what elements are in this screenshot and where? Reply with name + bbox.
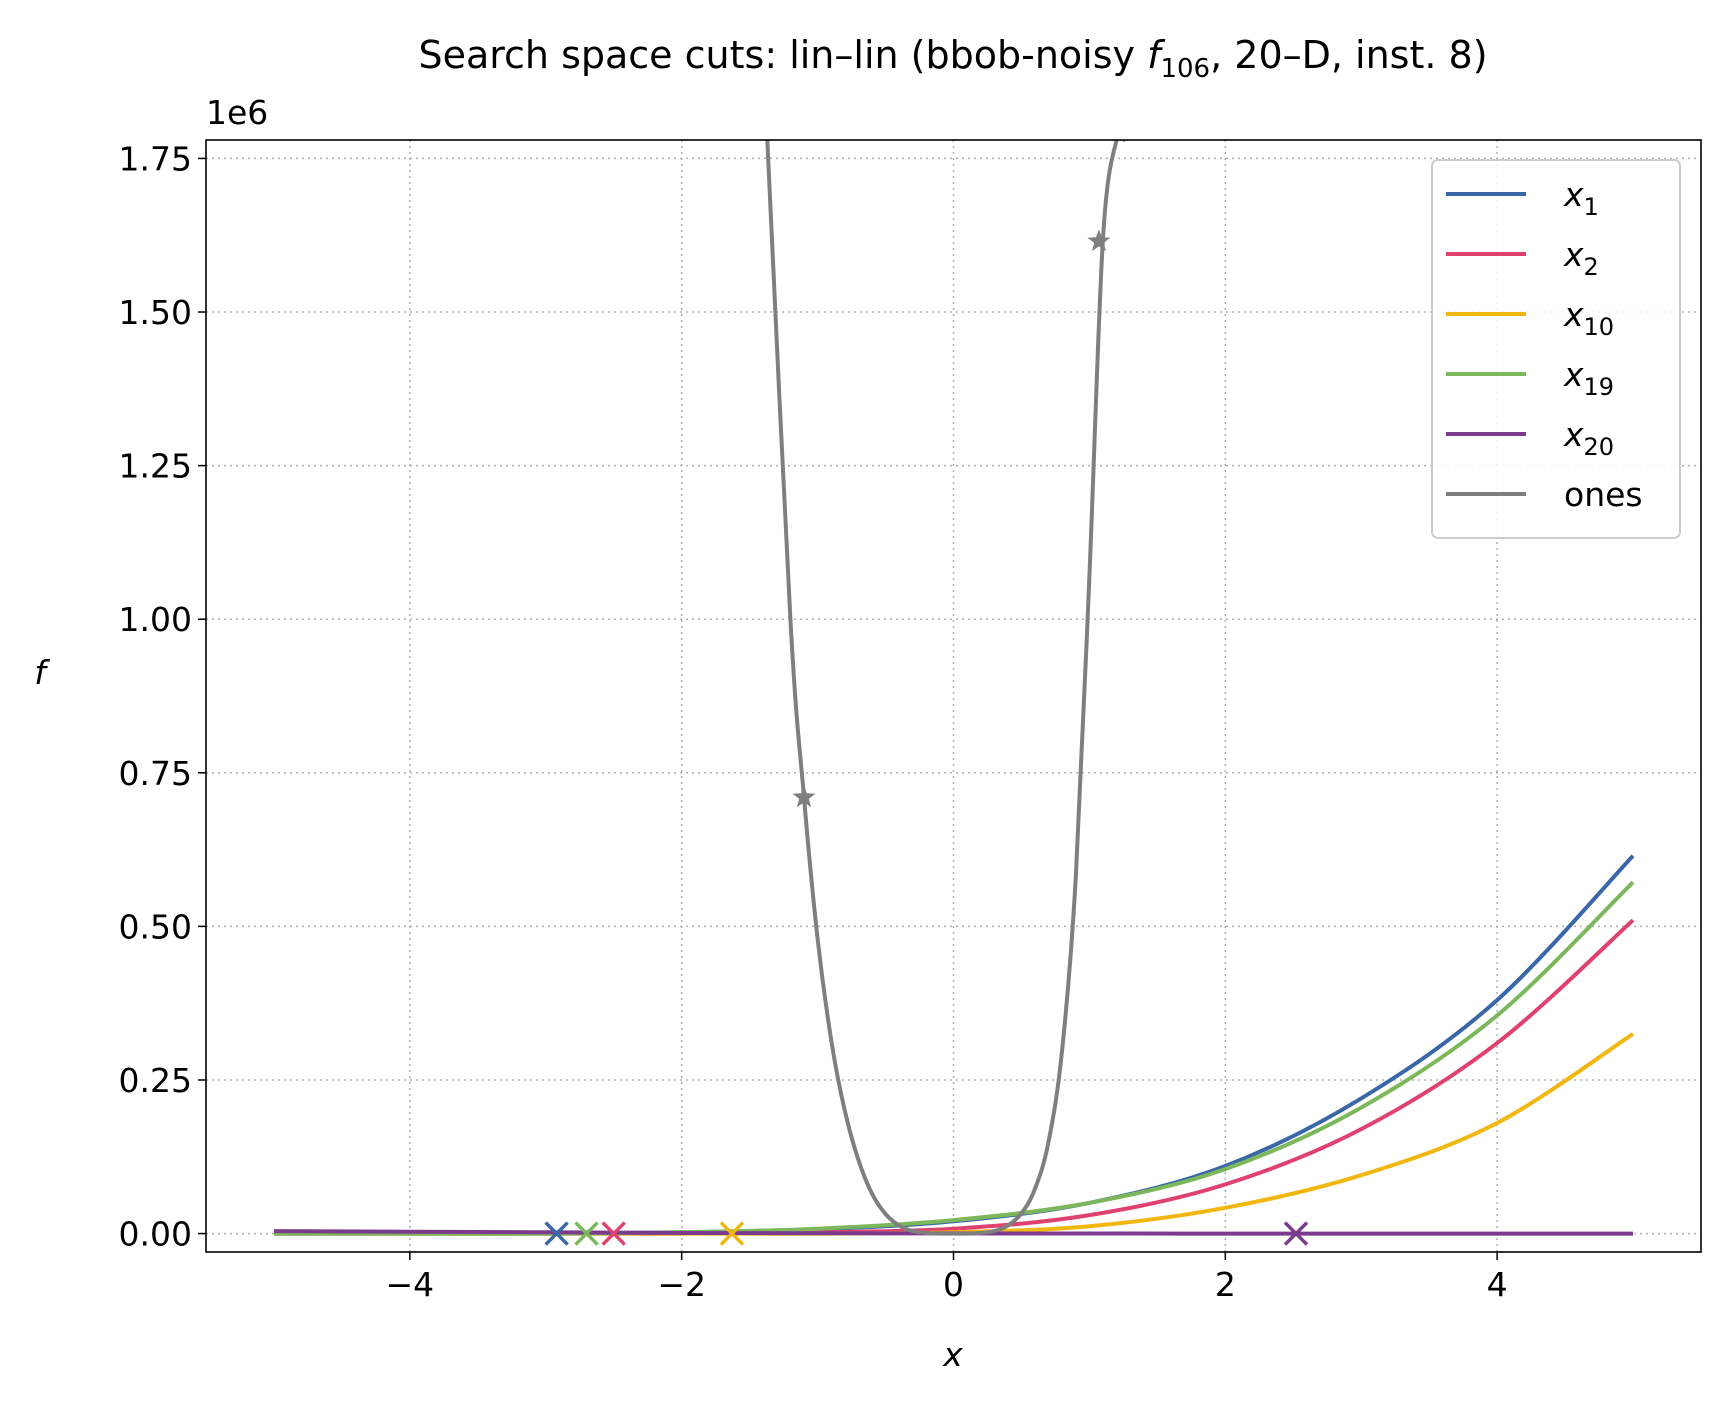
plot-series xyxy=(273,140,1635,1236)
x-tick-label: −2 xyxy=(657,1265,706,1304)
star-marker-ones xyxy=(1087,229,1111,252)
legend-label: ones xyxy=(1564,475,1643,514)
legend-label: x10 xyxy=(1563,295,1614,341)
legend: x1 x2 x10 x19 x20 ones xyxy=(1431,159,1681,539)
legend-box xyxy=(1431,159,1681,539)
x-tick-label: 4 xyxy=(1487,1265,1508,1304)
y-tick-label: 0.75 xyxy=(119,754,192,793)
plot-markers xyxy=(544,229,1309,1246)
x-marker-x1-stroke-b xyxy=(544,1221,569,1246)
y-tick-label: 1.50 xyxy=(119,293,192,332)
plot-frame xyxy=(205,139,1702,1253)
x-tick-label: 0 xyxy=(943,1265,964,1304)
x-marker-x2 xyxy=(601,1221,626,1246)
x-marker-x19-stroke-b xyxy=(574,1221,599,1246)
y-tick-label: 0.00 xyxy=(119,1215,192,1254)
x-marker-x20-stroke-b xyxy=(1283,1221,1309,1246)
y-tick-label: 1.25 xyxy=(119,447,192,486)
x-marker-x10 xyxy=(719,1221,745,1246)
x-marker-x1 xyxy=(544,1221,569,1246)
star-marker-ones xyxy=(792,785,816,808)
legend-label: x19 xyxy=(1563,355,1614,401)
y-scale-label: 1e6 xyxy=(206,93,268,132)
x-tick-label: 2 xyxy=(1215,1265,1236,1304)
series-line-ones xyxy=(765,140,1127,1236)
y-tick-label: 0.50 xyxy=(119,907,192,946)
legend-label: x2 xyxy=(1563,235,1599,281)
y-tick-label: 1.75 xyxy=(119,139,192,178)
x-marker-x2-stroke-b xyxy=(601,1221,626,1246)
chart-title: Search space cuts: lin–lin (bbob-noisy f… xyxy=(418,33,1487,84)
legend-label: x1 xyxy=(1563,175,1599,221)
legend-label: x20 xyxy=(1563,415,1614,461)
x-marker-x20 xyxy=(1283,1221,1309,1246)
x-axis-label: x xyxy=(942,1335,963,1374)
x-marker-x19 xyxy=(574,1221,599,1246)
x-marker-x10-stroke-b xyxy=(719,1221,745,1246)
axis-ticks: −4 −2 0 2 4 0.00 0.25 0.50 0.75 1.00 1.25 1.50 1.75 xyxy=(119,139,1508,1304)
x-tick-label: −4 xyxy=(386,1265,435,1304)
y-tick-label: 1.00 xyxy=(119,600,192,639)
y-tick-label: 0.25 xyxy=(119,1061,192,1100)
